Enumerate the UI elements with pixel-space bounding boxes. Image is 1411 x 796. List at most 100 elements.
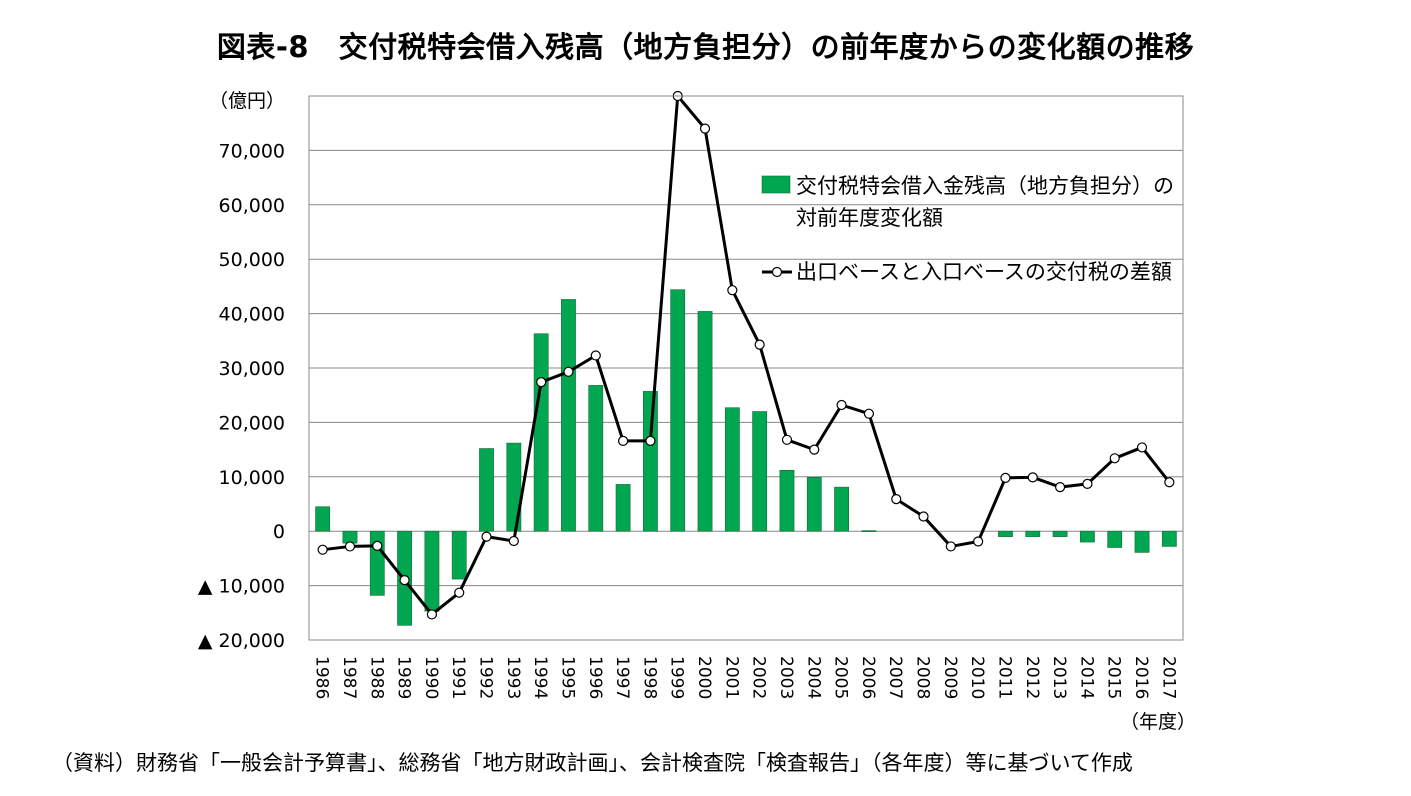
line-point-1994 bbox=[536, 377, 547, 388]
x-tick-label: 1997 bbox=[612, 656, 632, 699]
bar-2011 bbox=[998, 530, 1013, 537]
x-tick-label: 2003 bbox=[776, 656, 796, 699]
line-point-2014 bbox=[1082, 478, 1093, 489]
y-tick-label: 20,000 bbox=[219, 412, 285, 434]
y-tick-label: 40,000 bbox=[219, 304, 285, 326]
y-tick-label: 10,000 bbox=[219, 467, 285, 489]
line-point-1996 bbox=[590, 350, 601, 361]
y-tick-label: 60,000 bbox=[219, 195, 285, 217]
line-point-1997 bbox=[617, 435, 629, 446]
bar-1996 bbox=[588, 385, 604, 532]
x-tick-label: 1995 bbox=[557, 656, 577, 699]
bar-2017 bbox=[1161, 530, 1177, 547]
x-tick-label: 2005 bbox=[831, 656, 851, 699]
line-point-2006 bbox=[863, 408, 875, 419]
x-tick-label: 2015 bbox=[1104, 656, 1124, 699]
x-tick-label: 2010 bbox=[967, 656, 987, 699]
bar-2006 bbox=[861, 530, 877, 532]
bar-1992 bbox=[479, 448, 494, 532]
line-point-1987 bbox=[344, 541, 356, 552]
line-point-2015 bbox=[1109, 453, 1120, 464]
bar-2012 bbox=[1025, 530, 1041, 537]
source-note: （資料）財務省「一般会計予算書」、総務省「地方財政計画」、会計検査院「検査報告」… bbox=[52, 751, 1133, 775]
chart-title: 図表-8 交付税特会借入残高（地方負担分）の前年度からの変化額の推移 bbox=[216, 30, 1195, 64]
line-point-2001 bbox=[727, 285, 738, 296]
x-tick-label: 2000 bbox=[694, 656, 714, 699]
x-tick-label: 2002 bbox=[749, 656, 769, 699]
bar-2005 bbox=[834, 486, 849, 532]
line-point-2000 bbox=[699, 123, 711, 134]
line-point-1988 bbox=[372, 540, 383, 551]
legend-bar-swatch bbox=[761, 175, 791, 194]
bar-1991 bbox=[451, 530, 467, 580]
y-tick-label: 70,000 bbox=[219, 140, 285, 162]
x-tick-label: 2008 bbox=[913, 656, 933, 699]
x-tick-label: 1991 bbox=[448, 656, 468, 699]
line-point-1989 bbox=[399, 575, 410, 586]
x-axis-unit: （年度） bbox=[1120, 711, 1196, 733]
line-point-1992 bbox=[481, 531, 492, 542]
line-point-2003 bbox=[781, 434, 793, 445]
y-tick-label: 0 bbox=[273, 521, 285, 543]
bar-2015 bbox=[1107, 530, 1123, 548]
x-tick-label: 1992 bbox=[476, 656, 496, 699]
plot-border bbox=[308, 95, 1184, 641]
bar-1994 bbox=[533, 333, 549, 532]
line-point-2002 bbox=[754, 339, 765, 350]
line-point-2010 bbox=[973, 536, 984, 547]
y-tick-label: ▲ 10,000 bbox=[198, 576, 285, 598]
bar-2001 bbox=[724, 407, 740, 532]
legend: 交付税特会借入金残高（地方負担分）の 対前年度変化額 出口ベースと入口ベースの交… bbox=[761, 174, 1174, 284]
x-tick-label: 2006 bbox=[858, 656, 878, 699]
x-tick-label: 1999 bbox=[667, 656, 687, 699]
line-point-2007 bbox=[891, 494, 902, 505]
y-tick-label: ▲ 20,000 bbox=[198, 630, 285, 652]
legend-bar-label-line1: 交付税特会借入金残高（地方負担分）の bbox=[796, 174, 1174, 198]
x-tick-label: 1986 bbox=[312, 656, 332, 699]
line-series bbox=[317, 90, 1175, 620]
line-point-1986 bbox=[317, 544, 328, 555]
bar-2002 bbox=[752, 411, 768, 532]
x-tick-label: 1987 bbox=[339, 656, 359, 699]
bar-1998 bbox=[643, 391, 658, 532]
x-tick-label: 2012 bbox=[1022, 656, 1042, 699]
x-tick-label: 2016 bbox=[1131, 656, 1151, 699]
line-point-1998 bbox=[645, 435, 656, 446]
legend-line-label-line1: 出口ベースと入口ベースの交付税の差額 bbox=[796, 260, 1172, 284]
bar-1999 bbox=[670, 289, 686, 532]
x-tick-label: 2007 bbox=[885, 656, 905, 699]
x-tick-label: 1989 bbox=[394, 656, 414, 699]
bar-2003 bbox=[779, 469, 795, 532]
x-tick-label: 1998 bbox=[639, 656, 659, 699]
line-point-2017 bbox=[1164, 477, 1175, 488]
line-point-1995 bbox=[563, 366, 574, 377]
line-point-2005 bbox=[836, 399, 847, 411]
x-tick-label: 2004 bbox=[803, 656, 823, 699]
bar-1995 bbox=[561, 299, 576, 532]
x-tick-label: 2014 bbox=[1076, 656, 1096, 699]
line-point-2004 bbox=[809, 444, 820, 455]
bar-1986 bbox=[315, 506, 331, 532]
bar-1993 bbox=[506, 442, 522, 532]
x-tick-label: 1990 bbox=[421, 656, 441, 699]
x-tick-label: 1994 bbox=[530, 656, 550, 699]
line-point-1993 bbox=[508, 535, 519, 547]
line-point-1990 bbox=[426, 609, 438, 620]
line-point-2012 bbox=[1027, 472, 1038, 483]
x-tick-label: 2013 bbox=[1049, 656, 1069, 699]
bar-2016 bbox=[1134, 530, 1150, 553]
line-point-2009 bbox=[945, 541, 956, 552]
x-tick-label: 2009 bbox=[940, 656, 960, 699]
legend-line-marker bbox=[771, 266, 783, 278]
y-tick-label: 50,000 bbox=[219, 249, 285, 271]
y-tick-label: 30,000 bbox=[219, 358, 285, 380]
x-tick-label: 2017 bbox=[1158, 656, 1178, 699]
bar-1997 bbox=[615, 484, 631, 532]
bar-2000 bbox=[697, 311, 713, 532]
line-point-1991 bbox=[454, 587, 465, 598]
bar-2013 bbox=[1052, 530, 1068, 537]
line-point-2013 bbox=[1054, 482, 1066, 493]
x-tick-label: 1996 bbox=[585, 656, 605, 699]
line-point-2008 bbox=[918, 511, 929, 522]
